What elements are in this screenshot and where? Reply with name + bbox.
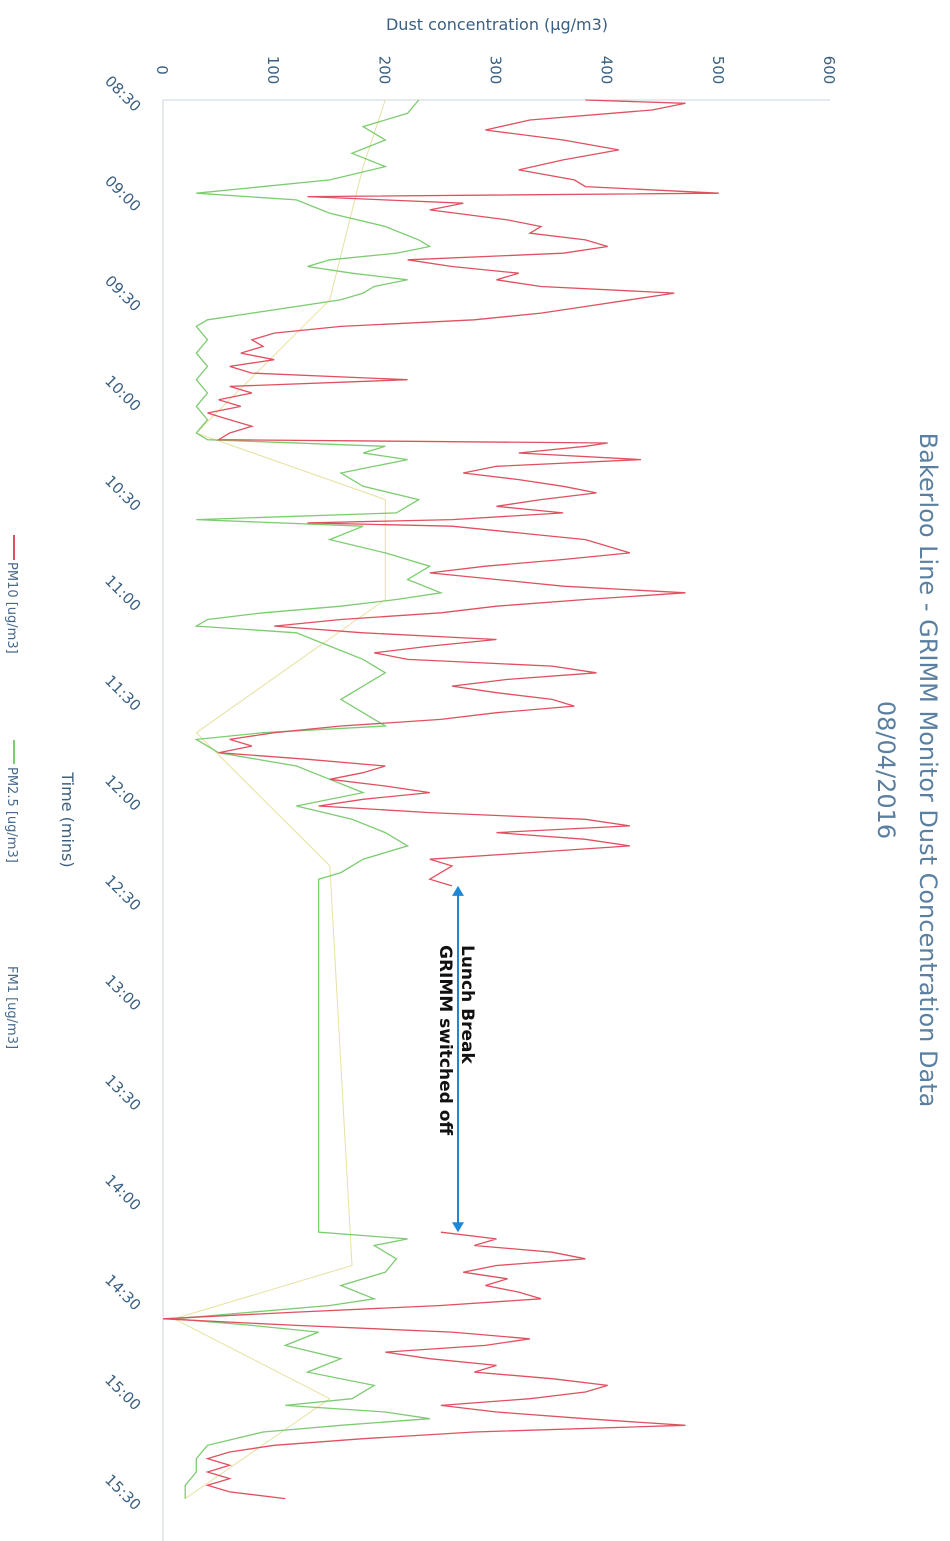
x-tick-label-0: 08:30: [101, 72, 144, 115]
y-tick-label-1: 100: [264, 56, 282, 85]
series-line-0: [207, 99, 719, 887]
x-axis-label: Time (mins): [58, 771, 77, 867]
legend-label-pm25: PM2.5 [ug/m3]: [4, 767, 19, 863]
x-tick-label-11: 14:00: [101, 1171, 144, 1214]
x-tick-label-5: 11:00: [101, 572, 144, 615]
annotation-line1: Lunch Break: [457, 945, 477, 1064]
series-layer: [162, 99, 719, 1500]
legend-label-pm10: PM10 [ug/m3]: [4, 562, 19, 654]
annotation-arrowhead-top: [452, 885, 464, 896]
x-tick-label-13: 15:00: [101, 1371, 144, 1414]
y-tick-label-6: 600: [820, 56, 838, 85]
chart-title: Bakerloo Line - GRIMM Monitor Dust Conce…: [914, 433, 942, 1108]
y-axis-label: Dust concentration (µg/m3): [386, 15, 608, 34]
annotation-arrowhead-bottom: [452, 1222, 464, 1233]
annotation-line2: GRIMM switched off: [435, 945, 455, 1135]
y-tick-label-5: 500: [709, 56, 727, 85]
x-tick-label-1: 09:00: [101, 172, 144, 215]
series-line-2: [172, 99, 386, 1500]
x-tick-label-8: 12:30: [101, 871, 144, 914]
x-tick-label-4: 10:30: [101, 472, 144, 515]
x-tick-label-14: 15:30: [101, 1471, 144, 1514]
chart-subtitle: 08/04/2016: [872, 701, 900, 839]
y-tick-label-0: 0: [153, 65, 171, 75]
x-tick-label-6: 11:30: [101, 672, 144, 715]
x-tick-label-3: 10:00: [101, 372, 144, 415]
y-tick-label-2: 200: [375, 56, 393, 85]
lunch-break-annotation: Lunch Break GRIMM switched off: [435, 885, 477, 1233]
x-tick-label-12: 14:30: [101, 1271, 144, 1314]
y-tick-labels: 0 100 200 300 400 500 600: [153, 56, 838, 85]
legend: PM10 [ug/m3] PM2.5 [ug/m3] FM1 [ug/m3]: [4, 535, 19, 1049]
x-tick-label-2: 09:30: [101, 272, 144, 315]
x-tick-labels: 08:30 09:00 09:30 10:00 10:30 11:00 11:30 12:00…: [101, 72, 144, 1514]
y-tick-label-4: 400: [598, 56, 616, 85]
series-line-1: [174, 99, 444, 1499]
series-line-3: [162, 1231, 686, 1500]
legend-label-fm1: FM1 [ug/m3]: [4, 966, 19, 1049]
x-tick-label-7: 12:00: [101, 771, 144, 814]
x-tick-label-10: 13:30: [101, 1071, 144, 1114]
y-tick-label-3: 300: [487, 56, 505, 85]
x-tick-label-9: 13:00: [101, 971, 144, 1014]
